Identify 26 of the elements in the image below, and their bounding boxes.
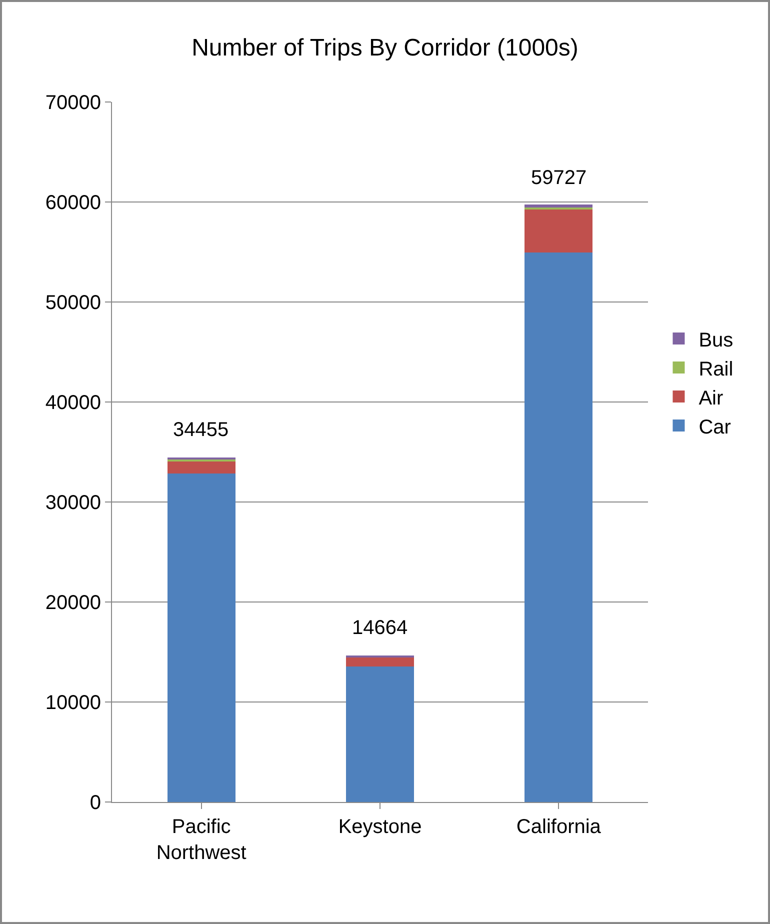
bar — [524, 210, 593, 253]
y-tick-label: 30000 — [45, 492, 101, 514]
total-label: 34455 — [173, 419, 229, 441]
y-tick-label: 60000 — [45, 192, 101, 214]
total-label: 14664 — [352, 617, 408, 639]
x-tick-label: California — [516, 816, 602, 838]
bar — [346, 657, 414, 666]
x-tick-label: Keystone — [338, 816, 422, 838]
bar — [167, 473, 236, 802]
y-tick-label: 50000 — [45, 292, 101, 314]
bar — [167, 461, 236, 474]
total-label: 59727 — [531, 167, 587, 189]
legend-label: Bus — [698, 329, 734, 352]
legend-label: Car — [698, 416, 732, 438]
bar — [346, 666, 414, 802]
legend-label: Rail — [698, 358, 734, 380]
bar — [524, 252, 593, 802]
y-tick-label: 40000 — [45, 392, 101, 414]
legend-label: Air — [698, 387, 724, 410]
y-tick-label: 0 — [90, 792, 101, 814]
x-tick-label: Pacific Northwest — [156, 816, 247, 864]
y-tick-label: 10000 — [45, 692, 101, 714]
bar — [524, 204, 593, 208]
y-tick-label: 20000 — [45, 592, 101, 614]
chart-title: Number of Trips By Corridor (1000s) — [192, 34, 578, 62]
y-tick-label: 70000 — [45, 92, 101, 114]
